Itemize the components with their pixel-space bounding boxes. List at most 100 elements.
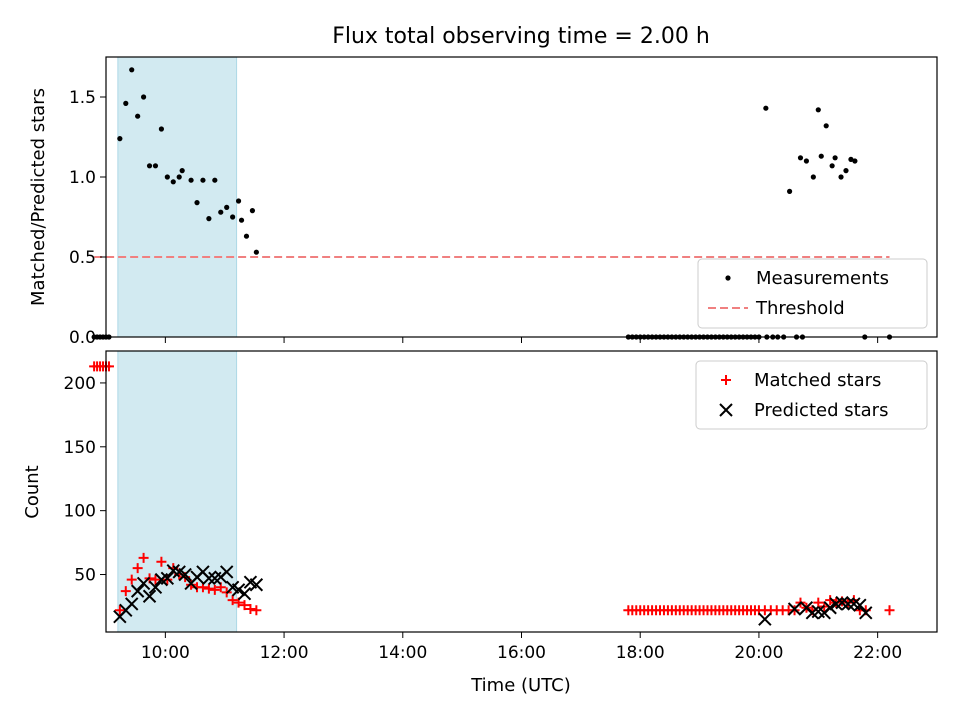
top-y-axis-label: Matched/Predicted stars xyxy=(28,88,49,306)
bottom-matched-stars-point xyxy=(209,584,220,595)
bottom-predicted-stars-point xyxy=(125,597,139,611)
top-y-tick-label: 0.0 xyxy=(69,328,96,348)
bottom-predicted-stars-point xyxy=(219,565,234,579)
bottom-matched-stars-point xyxy=(245,604,256,615)
top-measurements-point xyxy=(224,204,230,210)
bottom-matched-stars-point xyxy=(884,605,895,616)
top-legend-box xyxy=(697,258,928,329)
bottom-predicted-stars-point xyxy=(859,606,873,620)
bottom-predicted-stars-point xyxy=(841,597,855,611)
top-measurements-point xyxy=(832,155,838,161)
bottom-legend: Matched stars Predicted stars xyxy=(695,360,928,430)
bottom-predicted-stars-point xyxy=(160,571,175,586)
bottom-x-tick-label: 22:00 xyxy=(853,643,902,663)
top-measurements-point xyxy=(843,168,849,174)
bottom-predicted-stars-point xyxy=(231,583,246,597)
bottom-predicted-stars-point xyxy=(202,571,216,586)
bottom-x-tick-label: 10:00 xyxy=(141,643,190,663)
top-measurements-point xyxy=(230,214,236,220)
top-measurements-point xyxy=(152,163,159,169)
top-y-tick-label: 1.0 xyxy=(69,168,96,188)
bottom-predicted-stars-point xyxy=(178,567,192,582)
top-legend-label: Threshold xyxy=(755,298,845,319)
bottom-matched-stars-point xyxy=(126,574,137,585)
bottom-predicted-stars-point xyxy=(249,578,264,592)
bottom-x-tick-label: 16:00 xyxy=(497,643,546,663)
top-measurements-point xyxy=(179,168,185,174)
top-measurements-point xyxy=(838,174,844,180)
bottom-predicted-stars-point xyxy=(142,589,157,603)
top-measurements-point xyxy=(848,156,854,162)
top-measurements-point xyxy=(238,217,245,223)
bottom-predicted-stars-point xyxy=(130,584,145,598)
top-measurements-point xyxy=(140,94,147,100)
bottom-legend-label: Predicted stars xyxy=(754,400,888,421)
top-panel: 0.0 0.5 1.0 1.5 Measurements Threshold xyxy=(69,56,938,348)
bottom-predicted-stars-point xyxy=(823,601,837,615)
top-measurements-point xyxy=(194,200,200,206)
top-measurements-point xyxy=(243,233,250,239)
top-measurements-point xyxy=(249,208,256,214)
bottom-legend-box xyxy=(695,360,928,430)
bottom-x-tick-label: 18:00 xyxy=(616,643,665,663)
top-measurements-point xyxy=(123,100,129,106)
bottom-y-axis-label: Count xyxy=(22,465,43,518)
top-measurements-point xyxy=(810,174,816,180)
bottom-legend-marker xyxy=(719,403,733,417)
bottom-matched-stars-point xyxy=(114,605,125,616)
bottom-x-tick-label: 12:00 xyxy=(260,643,309,663)
top-measurements-point xyxy=(212,177,218,183)
bottom-matched-stars-point xyxy=(251,605,262,616)
top-measurements-point xyxy=(170,179,176,185)
bottom-predicted-stars-point xyxy=(148,580,163,595)
bottom-y-tick-label: 150 xyxy=(64,438,96,458)
top-measurements-point xyxy=(158,126,164,132)
top-measurements-point xyxy=(135,113,141,119)
bottom-legend-marker xyxy=(721,375,731,385)
top-measurements-point xyxy=(818,153,824,159)
bottom-panel: 50 100 150 200 10:00 12:00 14:00 16:00 18:00 20:0… xyxy=(64,350,938,663)
bottom-legend-label: Matched stars xyxy=(754,370,881,391)
bottom-predicted-stars-point xyxy=(237,586,252,601)
top-measurements-point xyxy=(218,209,224,215)
top-measurements-point xyxy=(235,198,242,204)
bottom-predicted-stars-point xyxy=(787,602,802,616)
top-measurements-point xyxy=(200,177,206,183)
top-measurements-point xyxy=(763,105,769,111)
bottom-matched-stars-point xyxy=(132,563,143,574)
top-measurements-point xyxy=(176,174,182,180)
bottom-matched-stars-point xyxy=(227,595,238,606)
bottom-y-tick-label: 200 xyxy=(64,374,96,394)
top-measurements-point xyxy=(797,155,804,161)
chart-title: Flux total observing time = 2.00 h xyxy=(332,24,710,49)
top-measurements-point xyxy=(786,188,793,194)
bottom-matched-stars-point xyxy=(150,574,161,585)
bottom-predicted-stars-point xyxy=(758,612,772,626)
bottom-predicted-stars-point xyxy=(853,598,867,612)
top-measurements-point xyxy=(188,177,194,183)
bottom-predicted-stars-point xyxy=(136,576,151,591)
bottom-y-tick-label: 50 xyxy=(74,566,96,586)
top-measurements-point xyxy=(803,158,810,164)
top-legend-label: Measurements xyxy=(756,268,889,289)
top-legend-marker xyxy=(725,275,731,281)
bottom-matched-stars-point xyxy=(239,600,250,611)
top-y-tick-label: 0.5 xyxy=(69,248,96,268)
top-legend: Measurements Threshold xyxy=(697,258,928,329)
bottom-y-tick-label: 100 xyxy=(64,502,96,522)
bottom-matched-stars-point xyxy=(156,556,167,567)
top-measurements-point xyxy=(129,67,135,73)
bottom-matched-stars-point xyxy=(203,583,214,594)
bottom-x-tick-label: 20:00 xyxy=(734,643,783,663)
x-axis-label: Time (UTC) xyxy=(470,675,571,696)
top-measurements-point xyxy=(815,107,821,113)
top-measurements-point xyxy=(164,174,170,180)
bottom-matched-stars-point xyxy=(138,552,149,563)
top-measurements-point xyxy=(146,163,153,169)
top-measurements-point xyxy=(829,163,835,169)
top-y-tick-label: 1.5 xyxy=(69,88,96,108)
top-measurements-point xyxy=(117,136,123,142)
top-measurements-point xyxy=(852,158,858,164)
bottom-matched-stars-point xyxy=(813,597,824,608)
